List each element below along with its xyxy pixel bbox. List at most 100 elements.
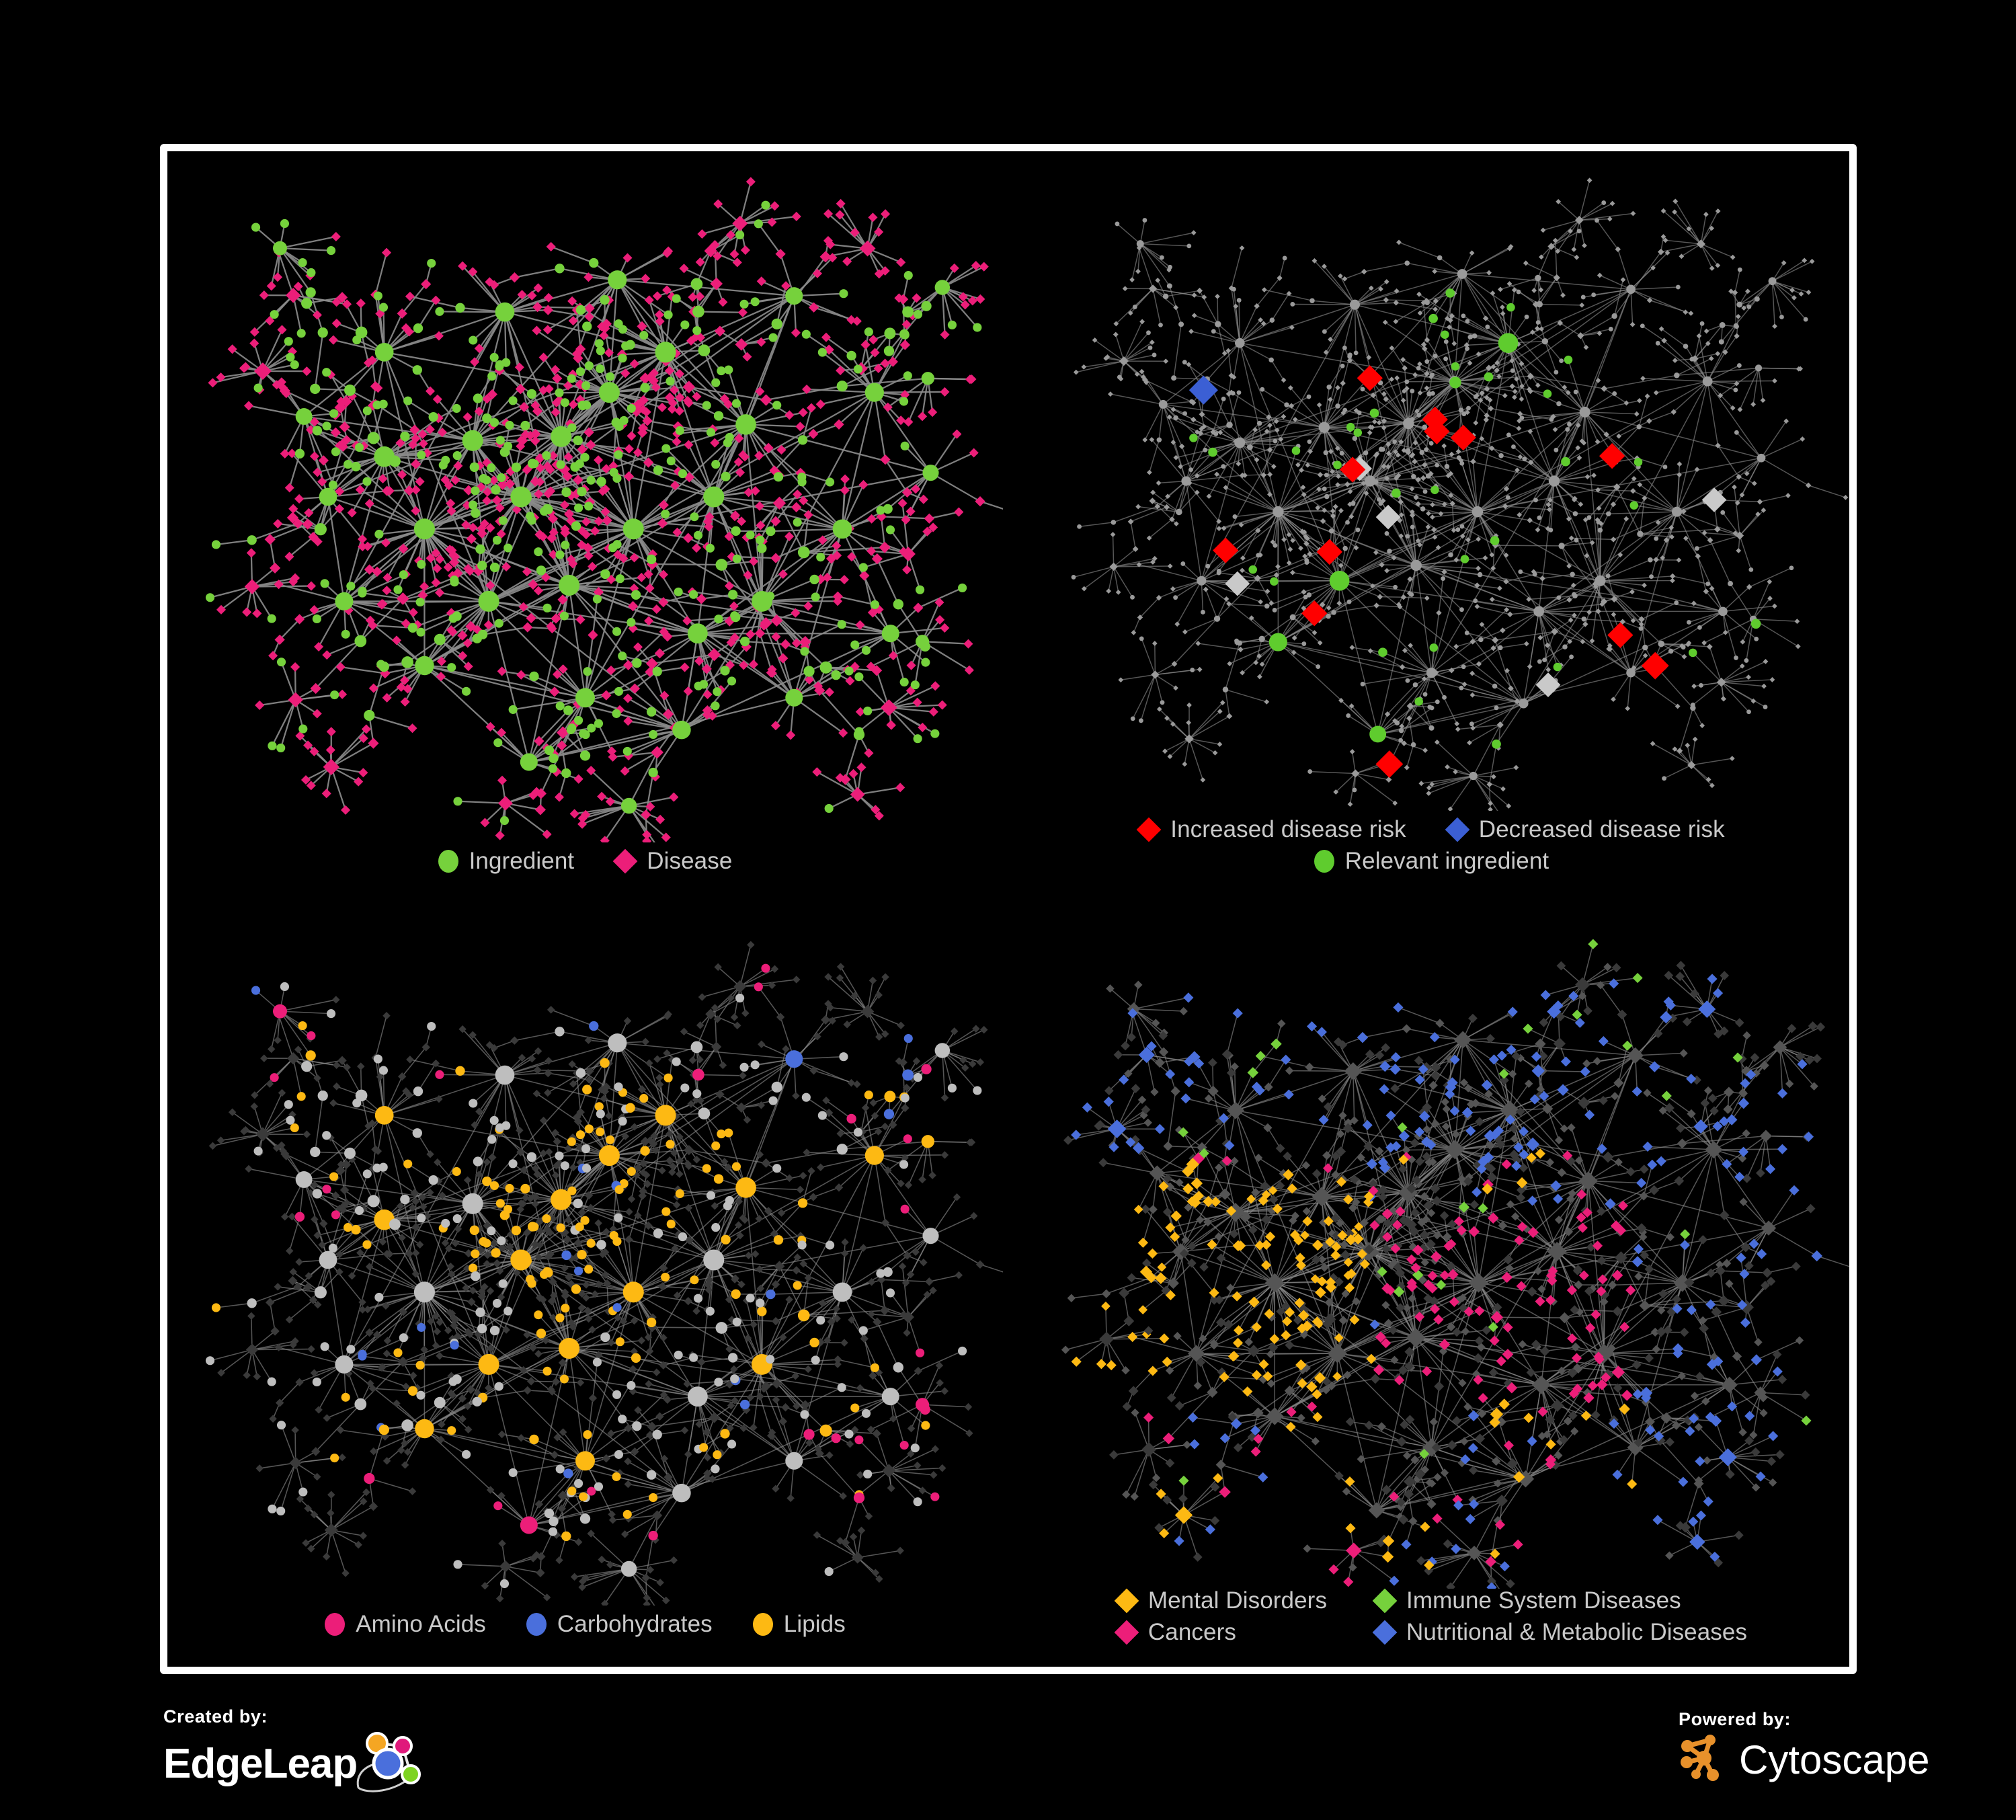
node-disease[interactable] [881, 1218, 890, 1227]
node-disease[interactable] [1529, 329, 1535, 335]
node-ingredient[interactable] [362, 477, 372, 486]
node-ingredient[interactable] [1410, 742, 1416, 748]
node-disease[interactable] [341, 435, 352, 445]
node-disease[interactable] [605, 1111, 613, 1120]
node-disease[interactable] [1759, 1409, 1768, 1417]
node-disease[interactable] [655, 316, 665, 326]
node-disease[interactable] [1507, 611, 1513, 617]
node-disease[interactable] [1154, 1058, 1165, 1068]
node-ingredient[interactable] [453, 1560, 462, 1569]
node-ingredient[interactable] [1533, 606, 1545, 617]
node-ingredient[interactable] [1369, 725, 1387, 743]
node-disease[interactable] [354, 777, 364, 787]
node-disease[interactable] [704, 1285, 713, 1294]
node-ingredient[interactable] [1410, 524, 1415, 530]
node-disease[interactable] [1805, 482, 1812, 489]
node-disease[interactable] [658, 1282, 667, 1291]
node-disease[interactable] [1344, 1062, 1363, 1080]
node-ingredient[interactable] [1681, 645, 1686, 650]
node-disease[interactable] [1283, 1151, 1293, 1161]
node-ingredient[interactable] [861, 1409, 871, 1418]
node-disease[interactable] [419, 582, 430, 592]
node-disease[interactable] [1772, 323, 1777, 329]
node-disease[interactable] [415, 1240, 424, 1249]
node-disease[interactable] [1500, 305, 1505, 310]
node-disease[interactable] [1694, 1423, 1703, 1431]
node-disease[interactable] [1246, 1194, 1256, 1204]
node-disease[interactable] [1644, 1353, 1654, 1363]
node-disease[interactable] [1381, 425, 1387, 431]
node-disease[interactable] [1139, 1265, 1153, 1278]
node-ingredient[interactable] [900, 441, 910, 450]
node-disease[interactable] [1709, 1551, 1720, 1562]
node-disease[interactable] [444, 1326, 452, 1335]
node-disease[interactable] [498, 1243, 507, 1253]
node-disease[interactable] [755, 1214, 764, 1223]
node-disease[interactable] [1415, 1156, 1425, 1166]
node-ingredient[interactable] [298, 1021, 307, 1031]
node-disease[interactable] [1263, 1123, 1273, 1132]
node-disease[interactable] [1118, 677, 1124, 683]
node-disease[interactable] [1578, 502, 1584, 508]
node-ingredient[interactable] [1211, 329, 1216, 334]
node-disease[interactable] [402, 1382, 410, 1391]
node-disease[interactable] [583, 551, 594, 561]
node-disease[interactable] [1449, 500, 1455, 507]
node-disease[interactable] [1722, 349, 1728, 355]
node-disease[interactable] [314, 641, 324, 651]
node-disease[interactable] [318, 1240, 326, 1249]
node-disease[interactable] [692, 1155, 701, 1164]
node-disease[interactable] [1800, 436, 1806, 442]
node-disease[interactable] [842, 256, 852, 266]
node-disease[interactable] [1375, 750, 1404, 778]
node-ingredient[interactable] [355, 326, 368, 339]
node-disease[interactable] [1757, 1249, 1767, 1259]
node-disease[interactable] [1186, 719, 1192, 725]
node-ingredient[interactable] [561, 541, 570, 550]
node-ingredient[interactable] [1763, 705, 1768, 709]
panel-disease-risk[interactable]: Increased disease risk Decreased disease… [1014, 151, 1849, 904]
node-disease[interactable] [435, 1095, 443, 1103]
node-ingredient[interactable] [403, 1159, 413, 1169]
node-ingredient[interactable] [612, 1303, 622, 1312]
node-disease[interactable] [1560, 292, 1566, 298]
node-disease[interactable] [549, 527, 559, 537]
node-disease[interactable] [1286, 290, 1292, 296]
node-disease[interactable] [1502, 503, 1508, 510]
node-disease[interactable] [1322, 1150, 1332, 1160]
node-ingredient[interactable] [1404, 379, 1410, 385]
node-disease[interactable] [866, 1425, 875, 1433]
node-disease[interactable] [784, 531, 795, 541]
node-ingredient[interactable] [1757, 453, 1766, 463]
node-ingredient[interactable] [448, 1377, 458, 1386]
node-disease[interactable] [1598, 1036, 1609, 1047]
node-disease[interactable] [825, 239, 836, 249]
node-disease[interactable] [1568, 535, 1574, 541]
node-ingredient[interactable] [586, 475, 596, 485]
node-disease[interactable] [1676, 961, 1686, 970]
node-ingredient[interactable] [494, 1382, 503, 1391]
node-disease[interactable] [274, 1283, 282, 1291]
node-disease[interactable] [1301, 600, 1328, 627]
node-ingredient[interactable] [450, 578, 459, 587]
node-disease[interactable] [1695, 553, 1701, 559]
node-disease[interactable] [840, 474, 850, 484]
node-disease[interactable] [1098, 1158, 1108, 1168]
node-disease[interactable] [1408, 1242, 1418, 1252]
node-ingredient[interactable] [1428, 313, 1438, 323]
node-disease[interactable] [1449, 667, 1455, 674]
node-ingredient[interactable] [705, 1306, 715, 1316]
node-ingredient[interactable] [1411, 474, 1416, 479]
node-disease[interactable] [631, 1447, 639, 1456]
node-disease[interactable] [573, 699, 583, 709]
node-ingredient[interactable] [785, 1050, 803, 1068]
node-disease[interactable] [1654, 1431, 1664, 1441]
node-disease[interactable] [674, 1185, 682, 1194]
node-ingredient[interactable] [921, 301, 932, 311]
node-disease[interactable] [952, 429, 962, 439]
node-disease[interactable] [1328, 448, 1334, 454]
node-disease[interactable] [1427, 1270, 1438, 1281]
node-ingredient[interactable] [505, 1183, 514, 1193]
node-disease[interactable] [1611, 612, 1617, 617]
node-disease[interactable] [1061, 1345, 1070, 1354]
